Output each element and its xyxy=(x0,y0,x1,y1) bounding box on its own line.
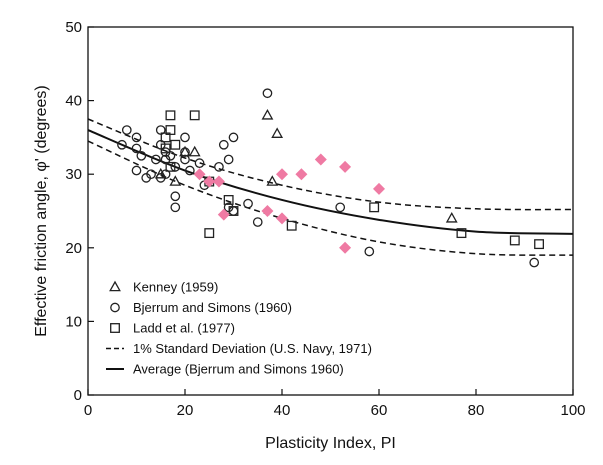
diamond-marker xyxy=(276,212,288,225)
circle-marker xyxy=(131,132,142,143)
circle-marker xyxy=(194,158,205,169)
circle-marker xyxy=(529,257,540,268)
circle-marker xyxy=(228,132,239,143)
circle-marker xyxy=(335,202,346,213)
diamond-marker xyxy=(212,175,225,188)
circle-marker xyxy=(121,125,132,135)
x-tick-label: 60 xyxy=(371,402,388,419)
circle-marker xyxy=(214,161,224,172)
y-tick-label: 0 xyxy=(74,387,82,404)
diamond-marker xyxy=(339,160,352,173)
square-marker xyxy=(456,228,467,239)
triangle-marker xyxy=(266,175,279,186)
diamond-marker xyxy=(203,175,216,188)
legend-circle-marker xyxy=(110,302,120,313)
triangle-marker xyxy=(169,175,182,186)
circle-marker xyxy=(117,139,127,150)
std-deviation-curve xyxy=(87,140,574,256)
legend-label: Ladd et al. (1977) xyxy=(133,321,235,336)
y-axis-label: Effective friction angle, φ' (degrees) xyxy=(33,85,50,336)
x-tick-label: 100 xyxy=(560,402,585,419)
circle-marker xyxy=(252,217,263,227)
x-tick-label: 0 xyxy=(84,402,92,419)
square-marker xyxy=(228,206,239,216)
square-marker xyxy=(369,202,380,213)
square-marker xyxy=(286,220,297,231)
triangle-marker xyxy=(271,127,284,138)
circle-marker xyxy=(180,154,190,165)
average-curve xyxy=(87,129,574,235)
diamond-marker xyxy=(217,208,230,221)
circle-marker xyxy=(364,246,375,257)
square-marker xyxy=(165,161,176,172)
axis-ticks: 0 20 40 60 80 100 0 10 20 30 40 50 xyxy=(65,19,585,419)
triangle-marker xyxy=(154,167,167,179)
y-tick-label: 50 xyxy=(65,19,82,36)
y-tick-label: 20 xyxy=(65,240,82,257)
legend: Kenney (1959) Bjerrum and Simons (1960) La… xyxy=(106,280,372,377)
square-marker xyxy=(165,125,176,135)
legend-triangle-marker xyxy=(109,280,121,292)
diamond-marker xyxy=(373,182,385,195)
legend-label: 1% Standard Deviation (U.S. Navy, 1971) xyxy=(133,341,372,356)
plot-frame xyxy=(87,26,574,396)
y-tick-label: 10 xyxy=(65,313,82,330)
circle-marker xyxy=(170,191,181,202)
square-marker xyxy=(534,239,545,250)
square-marker xyxy=(223,195,234,205)
triangle-marker xyxy=(188,145,201,157)
circle-marker xyxy=(151,154,161,165)
diamond-marker xyxy=(261,205,274,217)
circle-marker xyxy=(180,132,190,143)
square-marker xyxy=(189,110,200,121)
circle-marker xyxy=(223,154,234,165)
diamond-marker xyxy=(339,241,352,254)
square-marker xyxy=(509,235,520,246)
std-deviation-curve xyxy=(87,118,574,211)
circle-marker xyxy=(243,198,253,209)
x-axis-label: Plasticity Index, PI xyxy=(265,435,396,452)
x-tick-label: 40 xyxy=(274,402,291,419)
triangle-marker xyxy=(445,212,458,223)
circle-marker xyxy=(146,169,156,180)
curves xyxy=(87,118,574,256)
legend-label: Bjerrum and Simons (1960) xyxy=(133,300,292,315)
x-tick-label: 80 xyxy=(468,402,485,419)
triangle-marker xyxy=(261,108,274,120)
square-marker xyxy=(170,139,181,150)
circle-marker xyxy=(180,147,190,157)
y-tick-label: 40 xyxy=(65,93,82,110)
circle-marker xyxy=(218,139,229,150)
circle-marker xyxy=(136,150,147,161)
y-tick-label: 30 xyxy=(65,166,82,183)
circle-marker xyxy=(262,88,273,99)
square-marker xyxy=(165,110,176,121)
circle-marker xyxy=(185,165,195,176)
circle-marker xyxy=(131,143,142,154)
legend-square-marker xyxy=(110,323,120,333)
x-tick-label: 20 xyxy=(177,402,194,419)
data-points xyxy=(117,88,545,268)
diamond-marker xyxy=(295,168,308,181)
circle-marker xyxy=(170,202,181,213)
circle-marker xyxy=(131,165,142,176)
diamond-marker xyxy=(314,153,327,166)
diamond-marker xyxy=(276,168,288,181)
legend-label: Average (Bjerrum and Simons 1960) xyxy=(133,362,344,377)
square-marker xyxy=(160,143,171,154)
legend-label: Kenney (1959) xyxy=(133,280,218,295)
square-marker xyxy=(204,228,215,239)
diamond-marker xyxy=(193,168,206,181)
